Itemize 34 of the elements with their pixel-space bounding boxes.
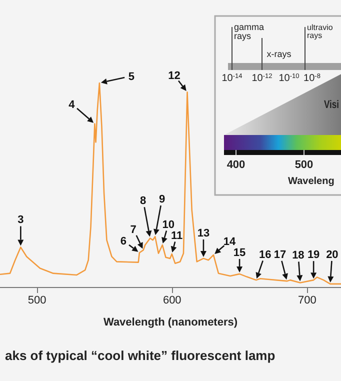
annotation: 10$^{-8}$ bbox=[304, 72, 321, 84]
annotation: 10$^{-12}$ bbox=[252, 72, 273, 84]
annotation: 17 bbox=[274, 249, 286, 262]
annotation: 14 bbox=[223, 236, 236, 248]
annotation: 8 bbox=[140, 195, 146, 208]
text: ultravio rays bbox=[307, 23, 333, 40]
annotation: 12 bbox=[168, 70, 180, 82]
annotation: 15 bbox=[233, 246, 246, 259]
annotation: 5 bbox=[128, 71, 134, 83]
annotation: 4 bbox=[68, 98, 76, 111]
annotation: 10 bbox=[162, 218, 175, 231]
x-tick-label: 700 bbox=[298, 294, 316, 306]
annotation: 20 bbox=[326, 248, 338, 261]
annotation: 18 bbox=[292, 250, 304, 262]
annotation: 19 bbox=[307, 249, 320, 262]
annotation: 10$^{-14}$ bbox=[222, 72, 243, 84]
annotation: 7 bbox=[130, 224, 136, 236]
annotation: 6 bbox=[120, 236, 126, 248]
text: x-rays bbox=[266, 49, 292, 59]
x-axis-title: Wavelength (nanometers) bbox=[103, 316, 238, 328]
annotation: Waveleng bbox=[288, 176, 334, 187]
annotation: 13 bbox=[197, 227, 210, 240]
text: gamma rays bbox=[234, 22, 264, 41]
annotation: Visi bbox=[324, 99, 341, 111]
annotation: 9 bbox=[159, 194, 166, 206]
annotation: 500 bbox=[294, 159, 314, 171]
annotation: 11 bbox=[171, 230, 183, 242]
x-tick-label: 600 bbox=[162, 294, 182, 306]
annotation: 400 bbox=[226, 159, 246, 171]
text: aks of typical “cool white” fluorescent lamp bbox=[5, 348, 276, 363]
annotation: 10$^{-10}$ bbox=[278, 72, 300, 84]
annotation: 3 bbox=[18, 214, 24, 226]
annotation: 16 bbox=[259, 249, 272, 262]
x-tick-label: 500 bbox=[28, 294, 46, 306]
